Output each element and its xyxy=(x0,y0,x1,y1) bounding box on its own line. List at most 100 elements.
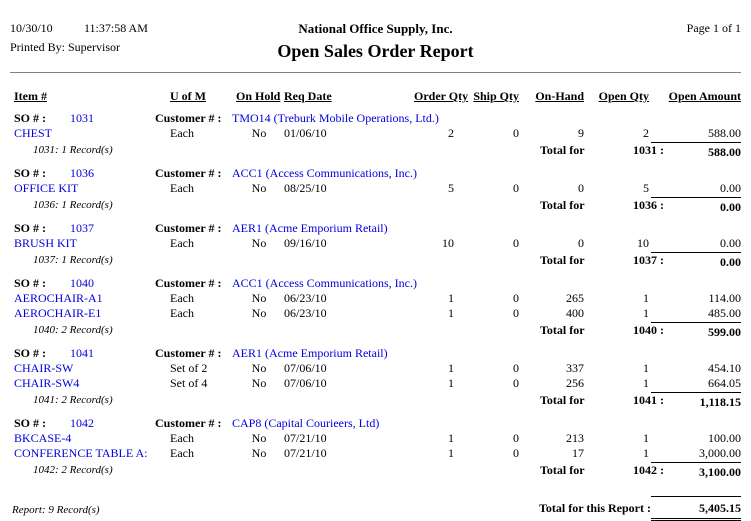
so-group-header: SO # : 1036 Customer # : ACC1 (Access Commu… xyxy=(10,166,741,181)
group-total-label: Total for xyxy=(540,323,585,337)
uofm-value: Set of 2 xyxy=(170,361,208,375)
order-qty-value: 1 xyxy=(448,446,454,460)
group-total-amount: 588.00 xyxy=(651,142,741,160)
on-hold-value: No xyxy=(251,446,267,460)
order-qty-value: 1 xyxy=(448,361,454,375)
customer-label: Customer # : xyxy=(155,416,222,430)
so-label: SO # : xyxy=(14,111,47,125)
on-hand-value: 256 xyxy=(566,376,584,390)
so-group-header: SO # : 1031 Customer # : TMO14 (Treburk Mob… xyxy=(10,111,741,126)
on-hold-value: No xyxy=(251,126,267,140)
so-group-header: SO # : 1041 Customer # : AER1 (Acme Emporiu… xyxy=(10,346,741,361)
on-hold-value: No xyxy=(251,361,267,375)
so-label: SO # : xyxy=(14,276,47,290)
header-line-2: Printed By: Supervisor Open Sales Order … xyxy=(10,39,741,67)
item-number: AEROCHAIR-E1 xyxy=(14,306,102,320)
ship-qty-value: 0 xyxy=(513,376,519,390)
uofm-value: Each xyxy=(170,126,194,140)
open-amount-value: 100.00 xyxy=(708,431,741,445)
item-row: CONFERENCE TABLE A: Each No 07/21/10 1 0 17 1 3,… xyxy=(10,446,741,461)
col-header-ship-qty: Ship Qty xyxy=(460,88,525,105)
order-qty-value: 1 xyxy=(448,376,454,390)
col-header-req-date: Req Date xyxy=(282,88,414,105)
header-divider xyxy=(10,72,741,73)
on-hold-value: No xyxy=(251,236,267,250)
item-number: CHAIR-SW4 xyxy=(14,376,80,390)
item-number: CONFERENCE TABLE A: xyxy=(14,446,148,460)
col-header-label: Open Amount xyxy=(668,89,741,103)
item-row: OFFICE KIT Each No 08/25/10 5 0 0 5 0.00 xyxy=(10,181,741,196)
col-header-order-qty: Order Qty xyxy=(414,88,468,105)
customer-label: Customer # : xyxy=(155,111,222,125)
customer-label: Customer # : xyxy=(155,166,222,180)
col-header-on-hold: On Hold xyxy=(236,88,282,105)
so-group-1040: SO # : 1040 Customer # : ACC1 (Access Commu… xyxy=(10,276,741,340)
group-total-so: 1042 : xyxy=(633,463,664,477)
so-group-header: SO # : 1037 Customer # : AER1 (Acme Emporiu… xyxy=(10,221,741,236)
uofm-value: Each xyxy=(170,291,194,305)
so-group-1037: SO # : 1037 Customer # : AER1 (Acme Emporiu… xyxy=(10,221,741,270)
item-number: OFFICE KIT xyxy=(14,181,79,195)
req-date-value: 07/21/10 xyxy=(284,446,327,460)
printed-by: Printed By: Supervisor xyxy=(10,40,120,54)
group-record-note: 1036: 1 Record(s) xyxy=(33,199,113,211)
on-hold-value: No xyxy=(251,431,267,445)
customer-value: AER1 (Acme Emporium Retail) xyxy=(232,221,388,235)
on-hand-value: 0 xyxy=(578,181,584,195)
so-group-1036: SO # : 1036 Customer # : ACC1 (Access Commu… xyxy=(10,166,741,215)
req-date-value: 08/25/10 xyxy=(284,181,327,195)
group-total-amount: 0.00 xyxy=(651,252,741,270)
uofm-value: Each xyxy=(170,306,194,320)
ship-qty-value: 0 xyxy=(513,291,519,305)
item-row: AEROCHAIR-A1 Each No 06/23/10 1 0 265 1 114.00 xyxy=(10,291,741,306)
order-qty-value: 1 xyxy=(448,291,454,305)
item-row: AEROCHAIR-E1 Each No 06/23/10 1 0 400 1 485.00 xyxy=(10,306,741,321)
col-header-label: Order Qty xyxy=(414,89,469,103)
so-number: 1041 xyxy=(70,346,94,360)
item-row: BRUSH KIT Each No 09/16/10 10 0 0 10 0.00 xyxy=(10,236,741,251)
order-qty-value: 1 xyxy=(448,431,454,445)
so-group-1031: SO # : 1031 Customer # : TMO14 (Treburk Mob… xyxy=(10,111,741,160)
customer-value: TMO14 (Treburk Mobile Operations, Ltd.) xyxy=(232,111,439,125)
report-total-label: Total for this Report : xyxy=(539,501,651,515)
on-hand-value: 9 xyxy=(578,126,584,140)
on-hold-value: No xyxy=(251,306,267,320)
group-record-note: 1041: 2 Record(s) xyxy=(33,394,113,406)
item-number: CHEST xyxy=(14,126,53,140)
report-title: Open Sales Order Report xyxy=(277,41,474,61)
group-total-so: 1041 : xyxy=(633,393,664,407)
item-number: BRUSH KIT xyxy=(14,236,78,250)
item-row: CHAIR-SW Set of 2 No 07/06/10 1 0 337 1 454.10 xyxy=(10,361,741,376)
item-number: BKCASE-4 xyxy=(14,431,72,445)
order-qty-value: 5 xyxy=(448,181,454,195)
ship-qty-value: 0 xyxy=(513,306,519,320)
uofm-value: Each xyxy=(170,446,194,460)
col-header-label: U of M xyxy=(170,89,206,103)
col-header-label: On Hold xyxy=(236,89,281,103)
group-total-amount: 0.00 xyxy=(651,197,741,215)
col-header-on-hand: On-Hand xyxy=(525,88,590,105)
item-number: AEROCHAIR-A1 xyxy=(14,291,103,305)
so-number: 1040 xyxy=(70,276,94,290)
group-summary: 1036: 1 Record(s) Total for 1036 :0.00 xyxy=(10,197,741,215)
open-qty-value: 10 xyxy=(637,236,649,250)
on-hold-value: No xyxy=(251,376,267,390)
order-qty-value: 2 xyxy=(448,126,454,140)
group-summary: 1037: 1 Record(s) Total for 1037 :0.00 xyxy=(10,252,741,270)
group-total-label: Total for xyxy=(540,198,585,212)
order-qty-value: 10 xyxy=(442,236,454,250)
on-hand-value: 213 xyxy=(566,431,584,445)
group-total-amount: 3,100.00 xyxy=(651,462,741,480)
order-groups: SO # : 1031 Customer # : TMO14 (Treburk Mob… xyxy=(10,111,741,480)
col-header-label: Ship Qty xyxy=(473,89,519,103)
on-hand-value: 400 xyxy=(566,306,584,320)
on-hand-value: 0 xyxy=(578,236,584,250)
col-header-label: Open Qty xyxy=(598,89,649,103)
group-total-label: Total for xyxy=(540,253,585,267)
so-label: SO # : xyxy=(14,416,47,430)
open-amount-value: 114.00 xyxy=(708,291,741,305)
group-total-so: 1031 : xyxy=(633,143,664,157)
ship-qty-value: 0 xyxy=(513,126,519,140)
open-qty-value: 1 xyxy=(643,446,649,460)
